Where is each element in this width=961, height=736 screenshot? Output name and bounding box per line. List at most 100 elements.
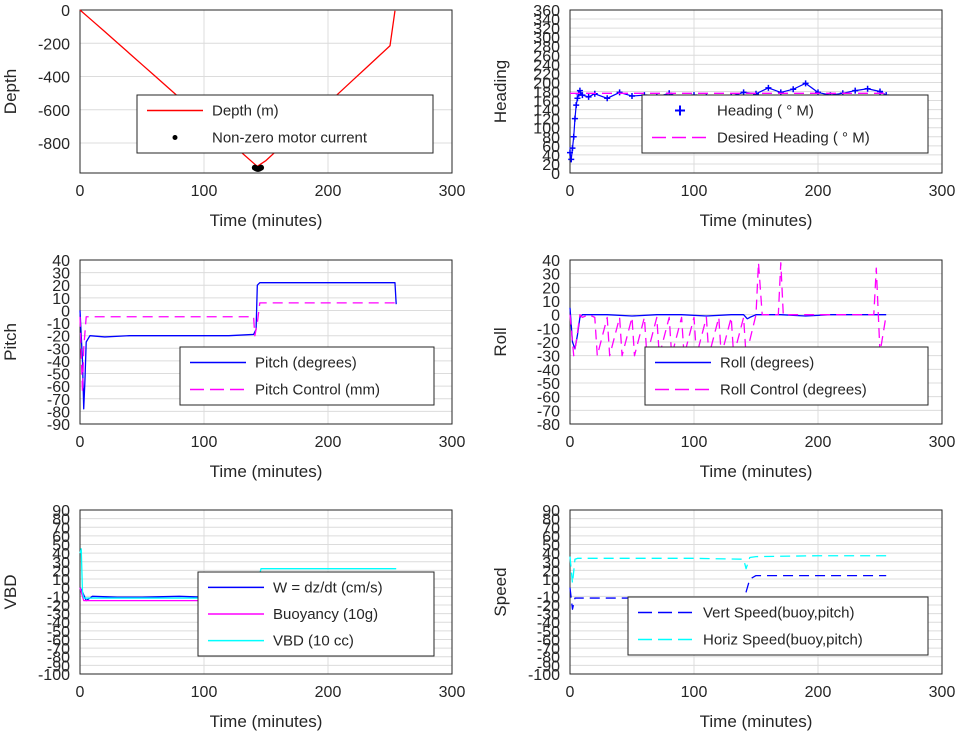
y-tick-label: -600 [38, 103, 70, 120]
y-axis-label: Pitch [1, 323, 20, 361]
data-point [568, 156, 575, 163]
y-tick-label: 30 [542, 555, 560, 572]
y-tick-label: -20 [537, 335, 560, 352]
y-tick-label: -70 [537, 641, 560, 658]
y-tick-label: 260 [533, 48, 560, 65]
y-tick-label: -10 [537, 589, 560, 606]
data-point [864, 85, 871, 92]
x-axis-label: Time (minutes) [700, 462, 813, 481]
x-tick-label: 200 [315, 434, 342, 451]
x-tick-label: 300 [929, 684, 956, 701]
x-tick-label: 0 [566, 684, 575, 701]
legend-label: Heading ( ° M) [717, 103, 814, 120]
y-tick-label: 360 [533, 3, 560, 20]
y-tick-label: 40 [542, 546, 560, 563]
data-point [852, 87, 859, 94]
x-tick-label: 300 [929, 434, 956, 451]
y-tick-label: -80 [47, 650, 70, 667]
chart-panel-vbd: 0 100 200 300-100-90-80-70-60-50-40-30-20-1… [1, 503, 465, 731]
y-tick-label: 40 [542, 253, 560, 270]
legend-box [179, 346, 435, 406]
data-point [579, 92, 586, 99]
y-tick-label: 340 [533, 12, 560, 29]
legend: Roll (degrees) Roll Control (degrees) [644, 346, 929, 406]
legend-label: Roll Control (degrees) [720, 382, 867, 399]
y-tick-label: -10 [47, 316, 70, 333]
y-tick-label: 60 [542, 139, 560, 156]
y-tick-label: -80 [537, 650, 560, 667]
y-tick-label: -90 [537, 658, 560, 675]
y-axis-label: VBD [1, 575, 20, 610]
x-tick-label: 100 [681, 684, 708, 701]
chart-panel-depth: 0 100 200 300 -800 -600 -400 -200 0 Time (minutes… [1, 3, 465, 230]
legend-box [136, 94, 434, 154]
y-tick-label: -60 [47, 632, 70, 649]
legend-box [644, 346, 929, 406]
y-tick-label: 50 [542, 538, 560, 555]
y-tick-label: 20 [542, 157, 560, 174]
chart-panel-roll: 0 100 200 300-80-70-60-50-40-30-20-10010203… [491, 253, 955, 481]
data-point [585, 93, 592, 100]
y-tick-label: 20 [542, 280, 560, 297]
y-tick-label: -50 [537, 624, 560, 641]
legend-label: Desired Heading ( ° M) [717, 130, 870, 147]
series-1 [79, 302, 397, 394]
y-tick-label: 0 [61, 581, 70, 598]
y-tick-label: 40 [52, 546, 70, 563]
y-tick-label: -50 [47, 624, 70, 641]
series-line [79, 302, 397, 394]
series-1 [251, 164, 265, 172]
y-tick-label: -90 [47, 417, 70, 434]
y-tick-label: 180 [533, 85, 560, 102]
x-tick-label: 300 [439, 684, 466, 701]
legend: Pitch (degrees) Pitch Control (mm) [179, 346, 435, 406]
plot-frame [79, 509, 453, 675]
plot-frame [79, 9, 453, 174]
x-tick-label: 100 [191, 434, 218, 451]
legend: Vert Speed(buoy,pitch) Horiz Speed(buoy,p… [627, 596, 929, 656]
series-0 [79, 282, 397, 410]
y-axis-label: Heading [491, 60, 510, 123]
legend: Depth (m) Non-zero motor current [136, 94, 434, 154]
y-tick-label: -60 [537, 632, 560, 649]
x-tick-label: 100 [191, 684, 218, 701]
y-tick-label: -30 [47, 607, 70, 624]
x-tick-label: 300 [439, 183, 466, 200]
y-tick-label: 120 [533, 112, 560, 129]
y-tick-label: 10 [542, 294, 560, 311]
data-point [574, 95, 581, 102]
y-tick-label: -70 [537, 403, 560, 420]
x-axis-label: Time (minutes) [210, 211, 323, 230]
chart-panel-pitch: 0 100 200 300-90-80-70-60-50-40-30-20-10010… [1, 253, 465, 481]
data-point [815, 89, 821, 96]
y-tick-label: -40 [47, 615, 70, 632]
y-tick-label: -20 [537, 598, 560, 615]
data-point [777, 89, 784, 96]
y-tick-label: -60 [537, 390, 560, 407]
y-tick-label: 70 [542, 520, 560, 537]
y-tick-label: 140 [533, 103, 560, 120]
y-tick-label: 0 [551, 166, 560, 183]
x-axis-label: Time (minutes) [700, 211, 813, 230]
y-tick-label: -50 [537, 376, 560, 393]
y-tick-label: 320 [533, 21, 560, 38]
data-point [570, 133, 577, 140]
series-line [569, 262, 887, 357]
y-tick-label: 30 [542, 267, 560, 284]
y-axis-label: Speed [491, 567, 510, 616]
legend-label: W = dz/dt (cm/s) [273, 579, 383, 596]
data-point [765, 84, 772, 91]
y-tick-label: -800 [38, 136, 70, 153]
y-tick-label: -100 [38, 667, 70, 684]
legend-marker [675, 105, 685, 116]
legend-label: Vert Speed(buoy,pitch) [703, 605, 854, 622]
y-tick-label: 20 [52, 563, 70, 580]
y-tick-label: -40 [537, 615, 560, 632]
y-tick-label: -30 [47, 341, 70, 358]
data-point [567, 149, 573, 156]
y-tick-label: -70 [47, 392, 70, 409]
y-tick-label: 70 [52, 520, 70, 537]
series-1 [569, 555, 887, 585]
y-tick-label: -40 [537, 362, 560, 379]
y-tick-label: -80 [537, 417, 560, 434]
